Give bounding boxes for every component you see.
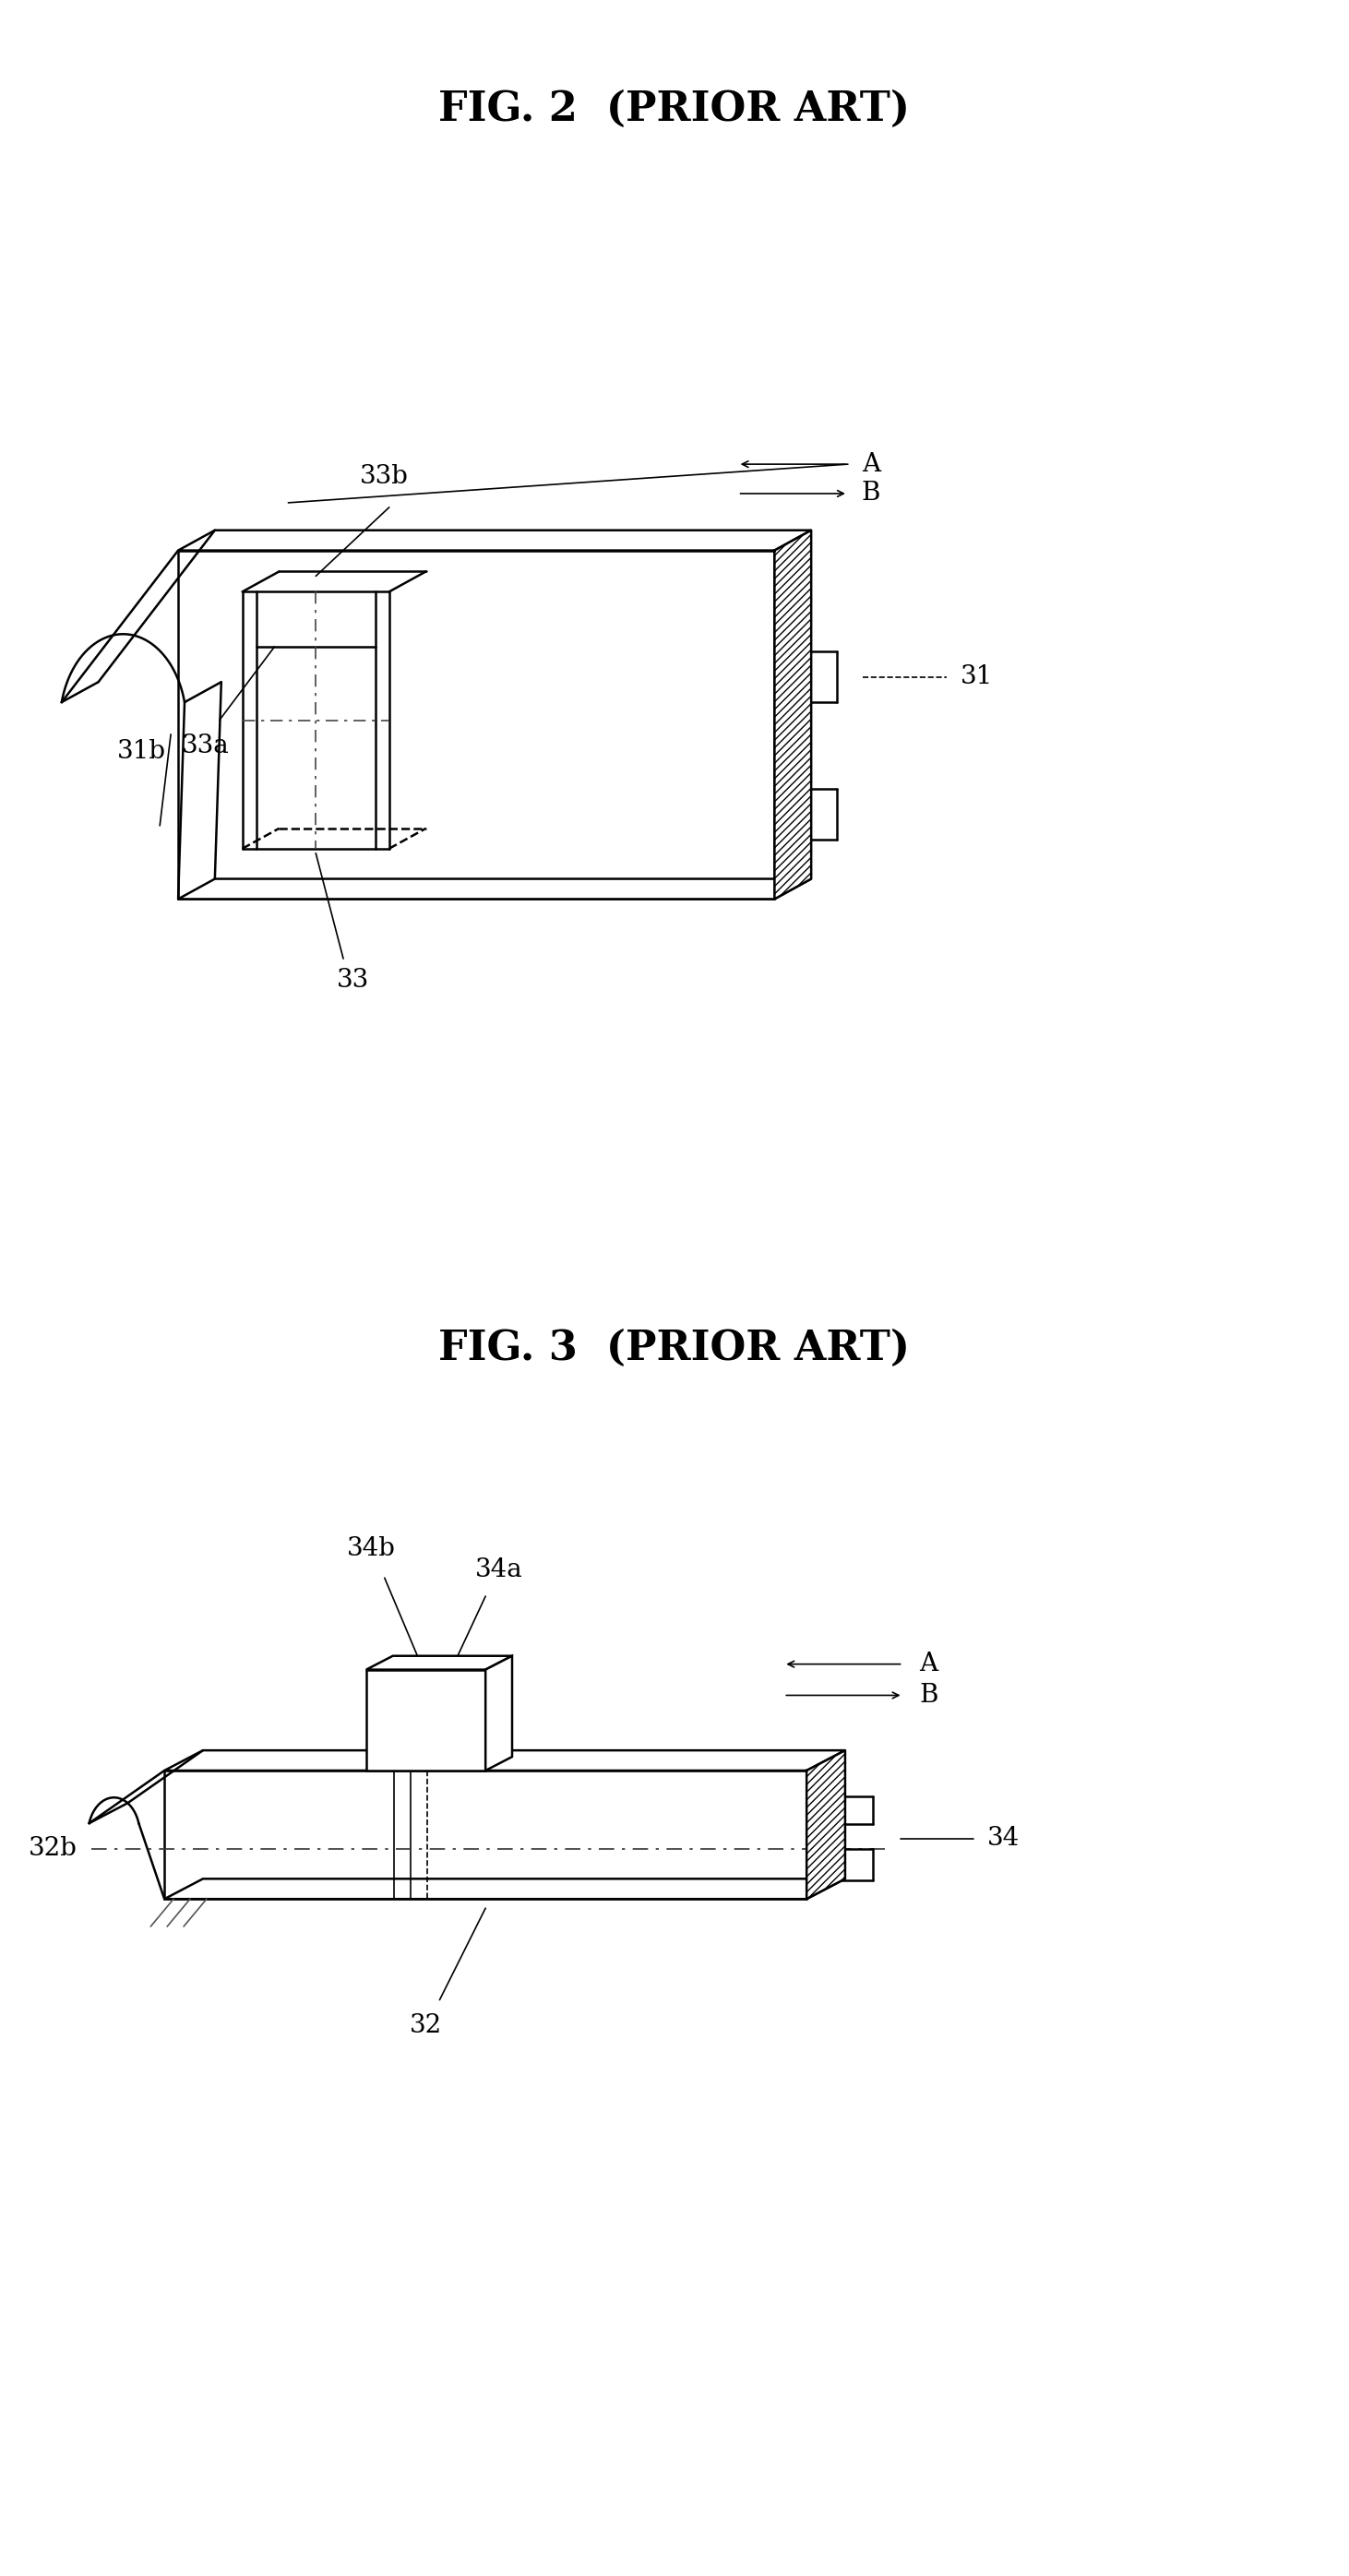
Polygon shape (366, 1669, 486, 1770)
Polygon shape (366, 1656, 513, 1669)
Polygon shape (178, 531, 811, 551)
Text: 32: 32 (410, 2014, 442, 2038)
Text: 33: 33 (336, 969, 368, 992)
Text: A: A (920, 1651, 938, 1677)
Text: 31: 31 (960, 665, 993, 690)
Text: 34: 34 (987, 1826, 1020, 1852)
Polygon shape (165, 1770, 807, 1899)
Text: FIG. 3  (PRIOR ART): FIG. 3 (PRIOR ART) (438, 1329, 911, 1368)
Text: B: B (862, 482, 881, 505)
Polygon shape (178, 878, 811, 899)
Text: B: B (920, 1682, 939, 1708)
Text: 33b: 33b (360, 464, 409, 489)
Polygon shape (486, 1656, 513, 1770)
Text: 34a: 34a (475, 1558, 523, 1582)
Polygon shape (165, 1878, 844, 1899)
Text: 33a: 33a (182, 734, 229, 760)
Polygon shape (774, 531, 811, 899)
Text: 32b: 32b (28, 1837, 77, 1860)
Polygon shape (178, 551, 774, 899)
Text: A: A (862, 451, 881, 477)
Text: FIG. 2  (PRIOR ART): FIG. 2 (PRIOR ART) (438, 90, 911, 129)
Polygon shape (807, 1749, 844, 1899)
Text: 34b: 34b (347, 1535, 395, 1561)
Text: 31b: 31b (117, 739, 166, 765)
Polygon shape (165, 1749, 844, 1770)
